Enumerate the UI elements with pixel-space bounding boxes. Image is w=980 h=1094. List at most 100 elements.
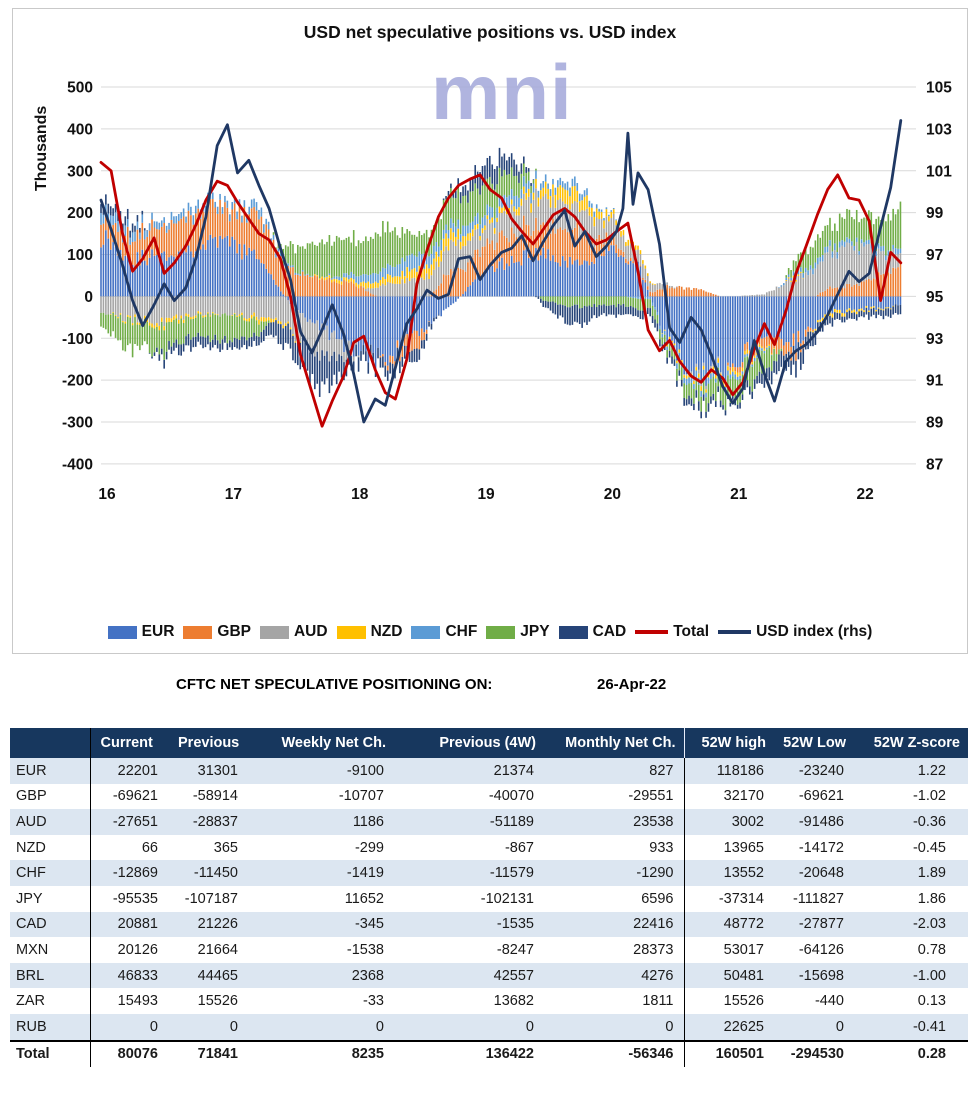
table-cell: -23240: [774, 758, 854, 784]
table-cell: 6596: [544, 885, 685, 912]
svg-text:16: 16: [98, 486, 116, 503]
table-row-brl: BRL 46833 44465 2368 42557 4276 50481 -15698 -1.…: [10, 962, 968, 989]
table-cell: 2368: [248, 962, 394, 989]
currency-label: NZD: [10, 834, 91, 861]
legend-label: Total: [673, 623, 710, 640]
table-cell: -299: [354, 839, 384, 856]
table-cell: 22416: [544, 911, 685, 938]
legend-swatch-nzd: [336, 625, 366, 639]
table-cell: 1186: [248, 809, 394, 835]
table-cell: 44465: [168, 962, 248, 989]
table-cell: 827: [544, 758, 685, 784]
currency-label: MXN: [10, 937, 91, 963]
chart-legend: EUR GBP AUD NZD CHF JPY CAD Total USD index (rhs…: [13, 623, 967, 641]
cftc-positioning-table: Current Previous Weekly Net Ch. Previous (4…: [10, 728, 968, 1068]
currency-label: ZAR: [10, 988, 91, 1014]
svg-text:200: 200: [67, 205, 93, 222]
table-cell: 53017: [723, 941, 764, 958]
legend-label: EUR: [141, 623, 175, 640]
table-cell: 136422: [394, 1039, 544, 1068]
svg-text:105: 105: [926, 80, 952, 97]
table-row-gbp: GBP -69621 -58914 -10707 -40070 -29551 32170 -6…: [10, 783, 968, 810]
table-row-eur: EUR 22201 31301 -9100 21374 827 118186 -23240 1.…: [10, 758, 968, 784]
svg-text:95: 95: [926, 289, 944, 306]
table-cell: 28373: [544, 937, 685, 963]
table-cell: 32170: [723, 788, 764, 805]
col-header-52w-high: 52W high: [684, 728, 774, 758]
table-cell: -1538: [346, 941, 384, 958]
col-header-previous-4w-: Previous (4W): [394, 728, 544, 758]
table-cell: -29551: [544, 783, 685, 810]
table-cell: 0: [544, 1013, 685, 1041]
table-row-nzd: NZD 66 365 -299 -867 933 13965 -14172 -0.45: [10, 834, 968, 861]
table-cell: 1.86: [917, 890, 946, 907]
legend-swatch-usd-index-rhs-: [718, 630, 752, 634]
legend-swatch-gbp: [183, 625, 213, 639]
table-cell: 22625: [684, 1013, 774, 1041]
table-cell: 365: [213, 839, 238, 856]
svg-text:93: 93: [926, 331, 944, 348]
svg-text:300: 300: [67, 163, 93, 180]
table-cell: -345: [248, 911, 394, 938]
svg-text:89: 89: [926, 415, 944, 432]
svg-text:21: 21: [730, 486, 748, 503]
currency-label: CAD: [10, 911, 91, 938]
col-header-weekly-net-ch-: Weekly Net Ch.: [248, 728, 394, 758]
legend-swatch-total: [635, 630, 669, 634]
table-row-mxn: MXN 20126 21664 -1538 -8247 28373 53017 -64126 0…: [10, 937, 968, 963]
table-cell: 11652: [344, 890, 384, 907]
legend-item-total: Total: [635, 623, 709, 641]
table-cell: 50481: [684, 962, 774, 989]
svg-text:99: 99: [926, 205, 944, 222]
svg-text:103: 103: [926, 121, 952, 138]
legend-item-gbp: GBP: [183, 623, 251, 641]
table-cell: 160501: [684, 1039, 774, 1068]
table-cell: -27651: [90, 809, 168, 835]
table-cell: -12869: [90, 860, 168, 886]
legend-item-eur: EUR: [107, 623, 175, 641]
table-cell: 4276: [544, 962, 685, 989]
legend-item-cad: CAD: [558, 623, 627, 641]
svg-text:17: 17: [225, 486, 242, 503]
legend-swatch-eur: [107, 625, 137, 639]
legend-label: NZD: [370, 623, 403, 640]
table-cell: -11450: [168, 860, 248, 886]
table-cell: -10707: [338, 788, 384, 805]
svg-text:-100: -100: [62, 331, 93, 348]
table-cell: 42557: [394, 962, 544, 989]
legend-swatch-jpy: [486, 625, 516, 639]
table-row-jpy: JPY -95535 -107187 11652 -102131 6596 -37314 -1…: [10, 885, 968, 912]
table-cell: 15526: [197, 993, 238, 1010]
table-cell: -28837: [168, 809, 248, 835]
table-cell: -69621: [798, 788, 844, 805]
table-row-cad: CAD 20881 21226 -345 -1535 22416 48772 -27877 -2…: [10, 911, 968, 938]
positions-chart-card: USD net speculative positions vs. USD in…: [12, 8, 968, 654]
table-cell: 1811: [544, 988, 685, 1014]
legend-label: USD index (rhs): [756, 623, 873, 640]
table-cell: 21664: [197, 941, 238, 958]
table-cell: 118186: [684, 758, 774, 784]
table-row-aud: AUD -27651 -28837 1186 -51189 23538 3002 -91486…: [10, 809, 968, 835]
table-cell: 22201: [90, 758, 168, 784]
col-header-currency: [10, 728, 91, 758]
svg-text:500: 500: [67, 80, 93, 97]
table-cell: 31301: [168, 758, 248, 784]
table-cell: -51189: [394, 809, 544, 835]
table-cell: -58914: [192, 788, 238, 805]
table-cell: -111827: [792, 890, 844, 907]
table-cell: 933: [544, 834, 685, 861]
legend-label: CAD: [592, 623, 627, 640]
currency-label: CHF: [10, 860, 91, 886]
table-cell: 23538: [544, 809, 685, 835]
legend-swatch-aud: [259, 625, 289, 639]
left-axis: 500 400 300 200 100 0 -100 -200 -300 -400: [62, 80, 93, 474]
col-header-current: Current: [90, 728, 168, 758]
table-title-row: CFTC NET SPECULATIVE POSITIONING ON: 26-…: [0, 676, 980, 698]
legend-item-aud: AUD: [259, 623, 328, 641]
table-cell: -14172: [798, 839, 844, 856]
table-cell: 3002: [684, 809, 774, 835]
table-date: 26-Apr-22: [597, 676, 667, 693]
svg-text:0: 0: [84, 289, 93, 306]
table-cell: -1.02: [912, 788, 946, 805]
table-cell: 13552: [684, 860, 774, 886]
